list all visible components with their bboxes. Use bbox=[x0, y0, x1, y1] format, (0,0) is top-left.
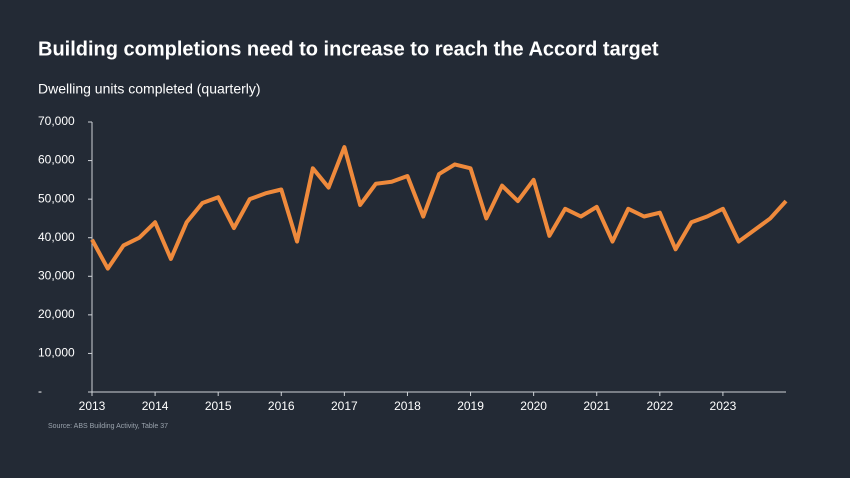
y-tick-label: 10,000 bbox=[38, 346, 75, 360]
chart-subtitle: Dwelling units completed (quarterly) bbox=[38, 81, 261, 97]
y-tick-label: - bbox=[38, 384, 42, 398]
x-tick-label: 2022 bbox=[646, 399, 673, 413]
x-tick-label: 2020 bbox=[520, 399, 547, 413]
x-tick-label: 2014 bbox=[142, 399, 169, 413]
x-tick-label: 2023 bbox=[710, 399, 737, 413]
x-tick-label: 2021 bbox=[583, 399, 610, 413]
x-tick-label: 2017 bbox=[331, 399, 358, 413]
data-line bbox=[90, 145, 788, 271]
x-tick-label: 2013 bbox=[79, 399, 106, 413]
x-tick-label: 2016 bbox=[268, 399, 295, 413]
x-tick-label: 2018 bbox=[394, 399, 421, 413]
y-tick-label: 40,000 bbox=[38, 230, 75, 244]
y-tick-label: 30,000 bbox=[38, 268, 75, 282]
y-tick-label: 70,000 bbox=[38, 114, 75, 128]
x-tick-label: 2019 bbox=[457, 399, 484, 413]
y-tick-label: 50,000 bbox=[38, 191, 75, 205]
source-note: Source: ABS Building Activity, Table 37 bbox=[48, 423, 168, 430]
y-tick-label: 60,000 bbox=[38, 153, 75, 167]
x-tick-label: 2015 bbox=[205, 399, 232, 413]
y-tick-label: 20,000 bbox=[38, 307, 75, 321]
chart-title: Building completions need to increase to… bbox=[38, 38, 659, 60]
